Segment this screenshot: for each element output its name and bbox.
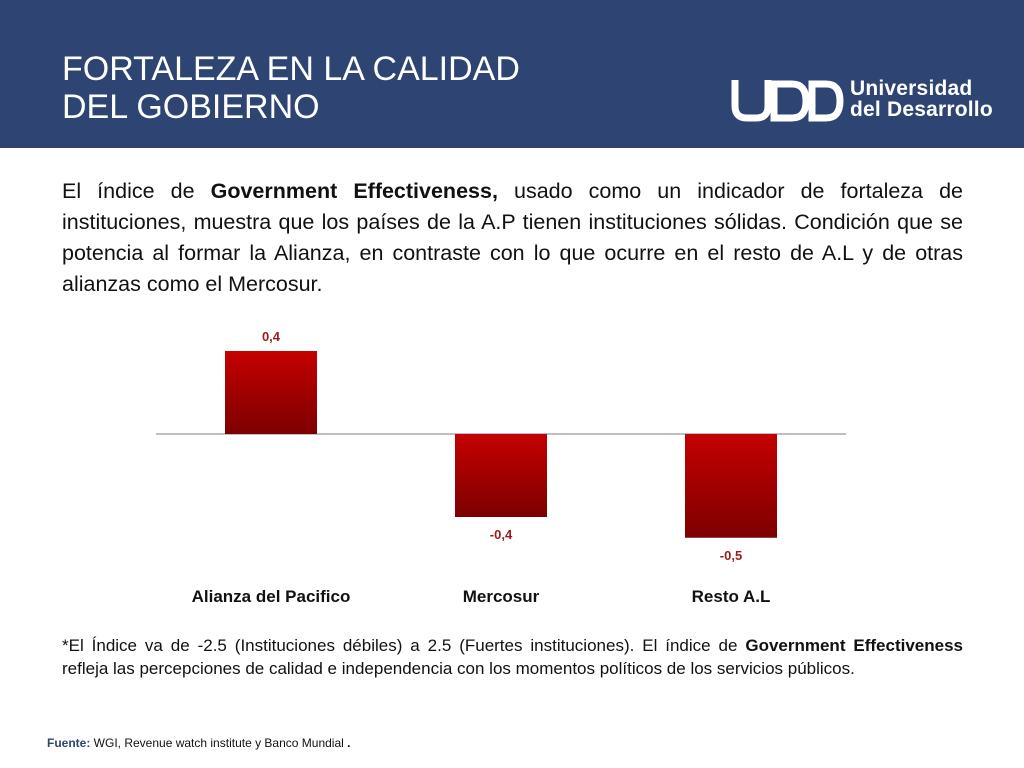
data-label-resto-al: -0,5 — [720, 548, 742, 563]
intro-paragraph: El índice de Government Effectiveness, u… — [62, 176, 963, 300]
bar-resto-al — [685, 434, 777, 538]
note-bold-term: Government Effectiveness — [745, 636, 963, 655]
category-label-mercosur: Mercosur — [462, 587, 540, 606]
intro-text-2: usado como un indicador de fortaleza de … — [62, 179, 963, 296]
data-label-alianza: 0,4 — [262, 329, 281, 344]
header-banner: FORTALEZA EN LA CALIDAD DEL GOBIERNO Uni… — [0, 0, 1024, 148]
bar-alianza — [225, 351, 317, 434]
logo-line-1: Universidad — [850, 77, 973, 100]
note-text-1: *El Índice va de -2.5 (Instituciones déb… — [62, 636, 746, 655]
source-line: Fuente: WGI, Revenue watch institute y B… — [47, 736, 350, 750]
university-logo: Universidad del Desarrollo — [730, 78, 1010, 124]
footnote-paragraph: *El Índice va de -2.5 (Instituciones déb… — [62, 634, 963, 680]
title-line-2: DEL GOBIERNO — [62, 88, 320, 126]
bar-chart: 0,4 -0,4 -0,5 — [156, 329, 846, 563]
category-label-resto-al: Resto A.L — [691, 587, 771, 606]
udd-monogram-icon — [731, 80, 844, 122]
source-label: Fuente: — [47, 736, 91, 750]
bar-mercosur — [455, 434, 547, 517]
intro-text-1: El índice de — [62, 179, 211, 203]
title-line-1: FORTALEZA EN LA CALIDAD — [62, 50, 520, 88]
data-label-mercosur: -0,4 — [490, 527, 513, 542]
logo-line-2: del Desarrollo — [850, 98, 993, 121]
note-text-2: refleja las percepciones de calidad e in… — [62, 659, 855, 678]
logo-text: Universidad del Desarrollo — [850, 78, 993, 120]
source-text: WGI, Revenue watch institute y Banco Mun… — [90, 736, 344, 750]
page-title: FORTALEZA EN LA CALIDAD DEL GOBIERNO — [62, 50, 520, 126]
category-label-alianza: Alianza del Pacifico — [191, 587, 351, 606]
source-tail: . — [343, 736, 351, 750]
intro-bold-term: Government Effectiveness, — [210, 179, 498, 203]
